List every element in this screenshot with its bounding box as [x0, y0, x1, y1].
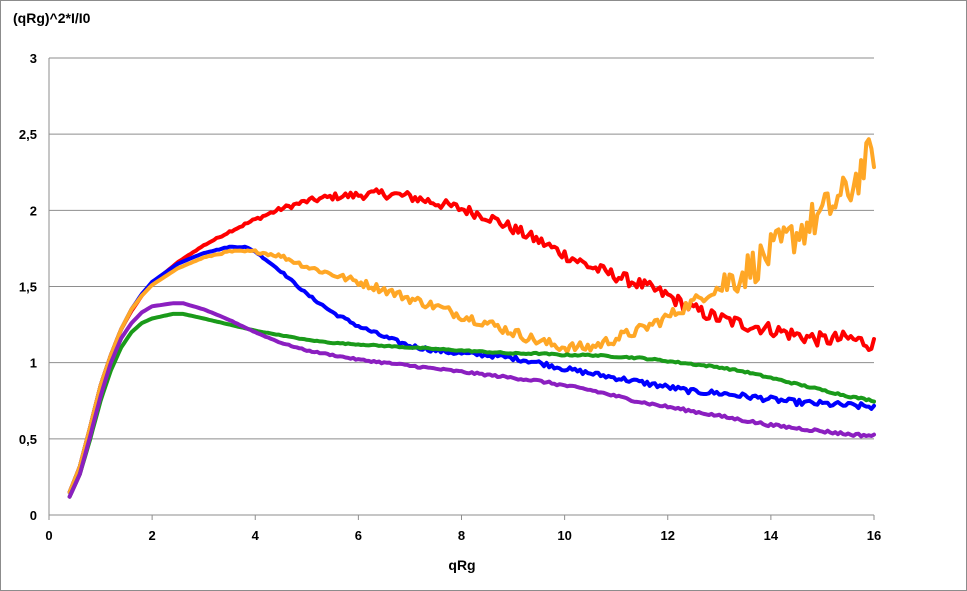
series-line: [67, 244, 876, 495]
y-tick-label: 2: [30, 203, 37, 218]
x-tick-label: 12: [661, 528, 675, 543]
x-tick-label: 8: [458, 528, 465, 543]
y-tick-label: 0,5: [19, 432, 37, 447]
y-axis-title: (qRg)^2*I/I0: [13, 10, 91, 26]
x-tick-label: 14: [764, 528, 779, 543]
y-tick-label: 1: [30, 356, 37, 371]
x-tick-label: 0: [45, 528, 52, 543]
series-line: [67, 137, 876, 495]
series-line: [67, 187, 876, 495]
y-tick-label: 3: [30, 51, 37, 66]
series-group: [67, 137, 876, 499]
y-tick-label: 0: [30, 508, 37, 523]
x-tick-label: 4: [252, 528, 260, 543]
x-tick-labels: 0 2 4 6 8 10 12 14 16: [45, 515, 881, 543]
y-tick-labels: 0 0,5 1 1,5 2 2,5 3: [19, 51, 37, 523]
x-axis-title: qRg: [448, 557, 475, 573]
series-line: [67, 311, 876, 499]
x-tick-label: 16: [867, 528, 881, 543]
x-tick-label: 10: [557, 528, 571, 543]
y-tick-label: 1,5: [19, 280, 37, 295]
gridlines: [49, 57, 874, 440]
x-tick-label: 6: [355, 528, 362, 543]
series-line: [67, 301, 876, 499]
y-tick-label: 2,5: [19, 127, 37, 142]
x-tick-label: 2: [149, 528, 156, 543]
